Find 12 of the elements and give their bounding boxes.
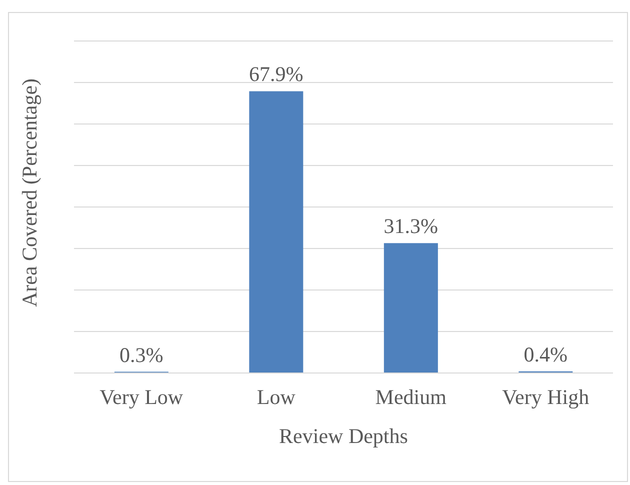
data-label: 0.4% <box>524 342 568 366</box>
x-tick-label: Medium <box>375 384 446 409</box>
data-label: 67.9% <box>249 62 304 86</box>
x-tick-label: Very Low <box>100 384 184 409</box>
x-tick-label: Very High <box>502 384 590 409</box>
x-axis-title: Review Depths <box>279 424 408 448</box>
data-label: 0.3% <box>120 342 164 367</box>
bar <box>249 91 304 373</box>
y-axis-title: Area Covered (Percentage) <box>17 78 42 307</box>
data-label: 31.3% <box>384 214 438 238</box>
bar <box>384 243 438 373</box>
x-tick-label: Low <box>256 384 296 409</box>
